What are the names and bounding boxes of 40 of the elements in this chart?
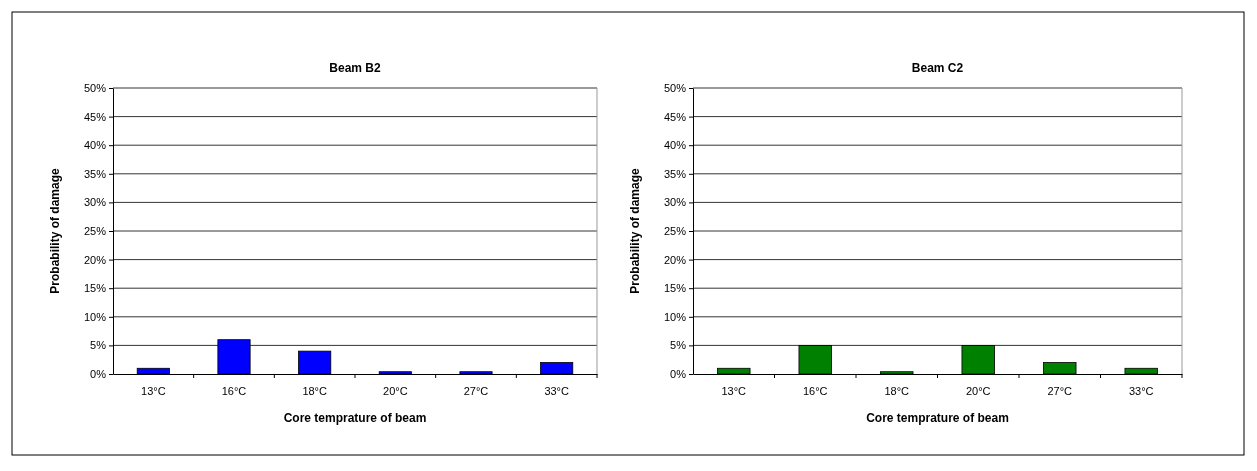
y-tick-label: 30% (663, 196, 687, 209)
y-tick-label: 35% (663, 167, 687, 180)
x-tick-label: 27°C (1047, 384, 1073, 397)
y-tick-label: 10% (83, 310, 107, 323)
x-tick-label: 20°C (965, 384, 991, 397)
x-tick-label: 18°C (302, 384, 328, 397)
x-tick-label: 27°C (463, 384, 489, 397)
x-axis-title: Core temprature of beam (866, 411, 1009, 425)
x-tick-label: 33°C (544, 384, 570, 397)
y-tick-label: 40% (663, 139, 687, 152)
x-tick-label: 16°C (802, 384, 828, 397)
y-tick-label: 50% (83, 82, 107, 95)
y-tick-label: 0% (670, 368, 687, 381)
x-tick-label: 13°C (721, 384, 747, 397)
chart-title: Beam C2 (911, 61, 964, 75)
y-tick-label: 35% (83, 167, 107, 180)
y-tick-label: 30% (83, 196, 107, 209)
y-tick-label: 25% (663, 225, 687, 238)
y-tick-label: 20% (83, 253, 107, 266)
y-tick-label: 0% (90, 368, 107, 381)
x-tick-label: 13°C (141, 384, 166, 397)
x-tick-label: 18°C (884, 384, 910, 397)
y-tick-label: 40% (83, 139, 107, 152)
x-axis-title: Core temprature of beam (283, 411, 427, 425)
y-axis-title: Probability of damage (48, 168, 62, 294)
x-tick-label: 33°C (1128, 384, 1154, 397)
y-tick-label: 15% (83, 282, 107, 295)
chart-title: Beam B2 (329, 61, 381, 75)
y-tick-label: 15% (663, 282, 687, 295)
x-tick-label: 16°C (221, 384, 247, 397)
x-tick-label: 20°C (383, 384, 408, 397)
y-tick-label: 5% (90, 339, 107, 352)
y-tick-label: 50% (663, 82, 687, 95)
y-tick-label: 10% (663, 310, 687, 323)
y-axis-title: Probability of damage (628, 168, 642, 294)
y-tick-label: 45% (83, 110, 107, 123)
y-tick-label: 20% (663, 253, 687, 266)
y-tick-label: 5% (670, 339, 687, 352)
y-tick-label: 25% (83, 225, 107, 238)
y-tick-label: 45% (663, 110, 687, 123)
